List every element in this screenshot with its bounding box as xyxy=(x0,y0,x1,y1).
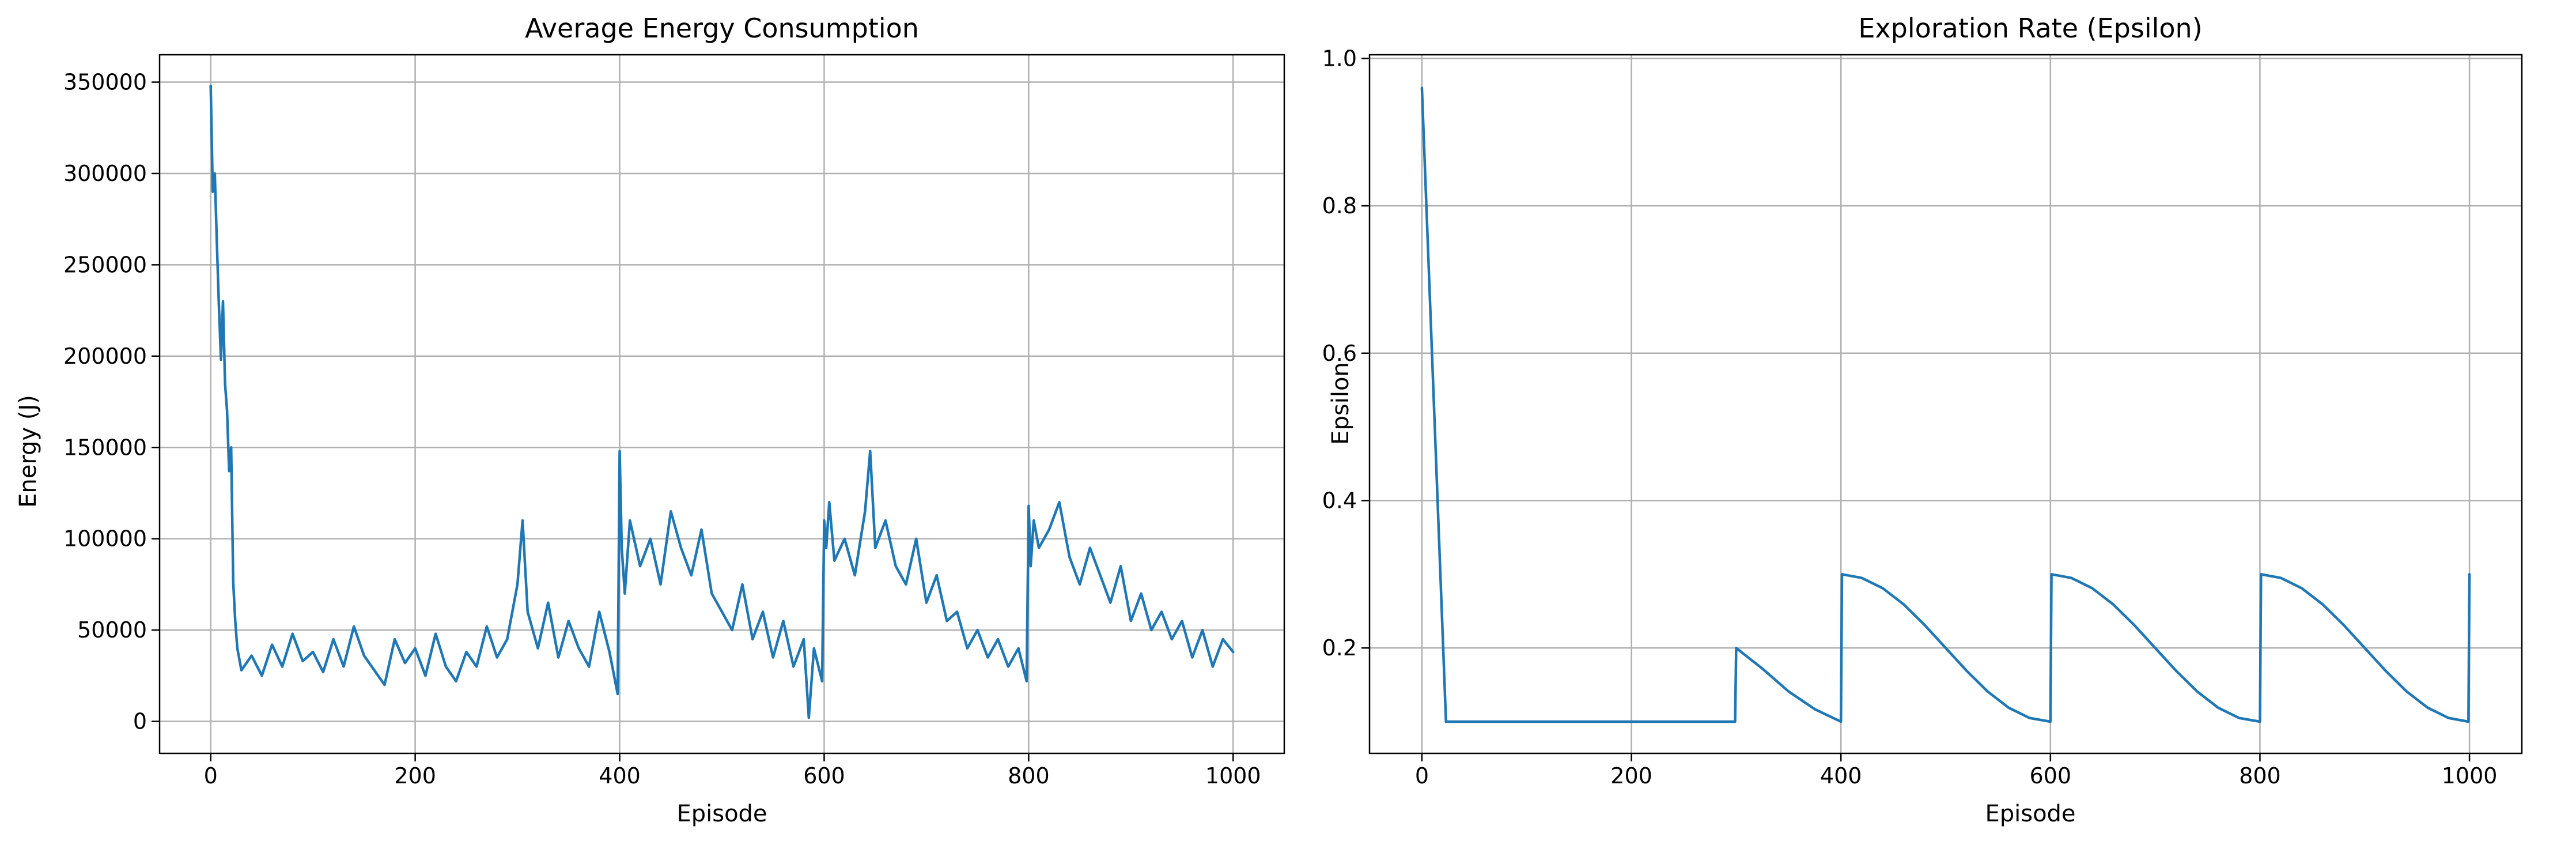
epsilon-chart-plot-frame xyxy=(1368,54,2523,755)
epsilon-chart-y-tick-label: 0.4 xyxy=(1322,488,1357,513)
epsilon-chart-x-tick-label: 400 xyxy=(1820,763,1862,789)
epsilon-chart: Exploration Rate (Epsilon) Episode Epsil… xyxy=(1322,13,2523,827)
energy-chart-y-tick-label: 300000 xyxy=(63,161,147,186)
energy-chart-x-tick-label: 200 xyxy=(394,763,436,789)
epsilon-chart-ticks: 0 200 400 600 800 1000 0.2 0.4 0.6 0.8 1.0 xyxy=(1322,46,2498,789)
epsilon-chart-x-tick-label: 200 xyxy=(1610,763,1652,789)
epsilon-chart-x-tick-label: 600 xyxy=(2030,763,2072,789)
energy-chart-y-tick-label: 50000 xyxy=(77,617,147,643)
epsilon-chart-x-tick-label: 0 xyxy=(1415,763,1429,789)
epsilon-chart-y-tick-label: 0.8 xyxy=(1322,193,1357,218)
epsilon-chart-title: Exploration Rate (Epsilon) xyxy=(1858,13,2202,44)
energy-chart-y-tick-label: 350000 xyxy=(63,70,147,95)
energy-chart-y-tick-label: 150000 xyxy=(63,435,147,460)
energy-chart-x-tick-label: 0 xyxy=(204,763,218,789)
epsilon-chart-y-tick-label: 0.6 xyxy=(1322,341,1357,366)
epsilon-chart-x-tick-label: 1000 xyxy=(2442,763,2498,789)
energy-chart-title: Average Energy Consumption xyxy=(525,13,919,44)
energy-chart-grid xyxy=(160,55,1284,753)
energy-chart-ticks: 0 200 400 600 800 1000 0 50000 100000 150000 20000… xyxy=(63,70,1261,789)
energy-chart-series-line xyxy=(209,84,1235,719)
epsilon-chart-x-tick-label: 800 xyxy=(2239,763,2281,789)
energy-chart-series xyxy=(209,84,1235,719)
epsilon-chart-y-axis-label: Epsilon xyxy=(1327,362,1354,445)
energy-chart-y-tick-label: 250000 xyxy=(63,252,147,277)
epsilon-chart-grid xyxy=(1370,55,2522,753)
energy-chart-y-tick-label: 0 xyxy=(133,709,147,734)
energy-chart-x-tick-label: 400 xyxy=(599,763,641,789)
energy-chart-y-tick-label: 100000 xyxy=(63,526,147,552)
energy-chart-x-tick-label: 800 xyxy=(1008,763,1050,789)
energy-chart: Average Energy Consumption Episode Energ… xyxy=(15,13,1285,827)
energy-chart-y-tick-label: 200000 xyxy=(63,344,147,369)
epsilon-chart-y-tick-label: 0.2 xyxy=(1322,635,1357,661)
energy-chart-x-tick-label: 600 xyxy=(803,763,845,789)
energy-chart-plot-frame xyxy=(158,54,1285,755)
epsilon-chart-series-line xyxy=(1420,86,2471,723)
energy-chart-x-tick-label: 1000 xyxy=(1205,763,1261,789)
epsilon-chart-series xyxy=(1420,86,2471,723)
epsilon-chart-y-tick-label: 1.0 xyxy=(1322,46,1357,71)
energy-chart-x-axis-label: Episode xyxy=(676,801,767,827)
energy-chart-y-axis-label: Energy (J) xyxy=(15,395,41,508)
epsilon-chart-x-axis-label: Episode xyxy=(1985,801,2075,827)
